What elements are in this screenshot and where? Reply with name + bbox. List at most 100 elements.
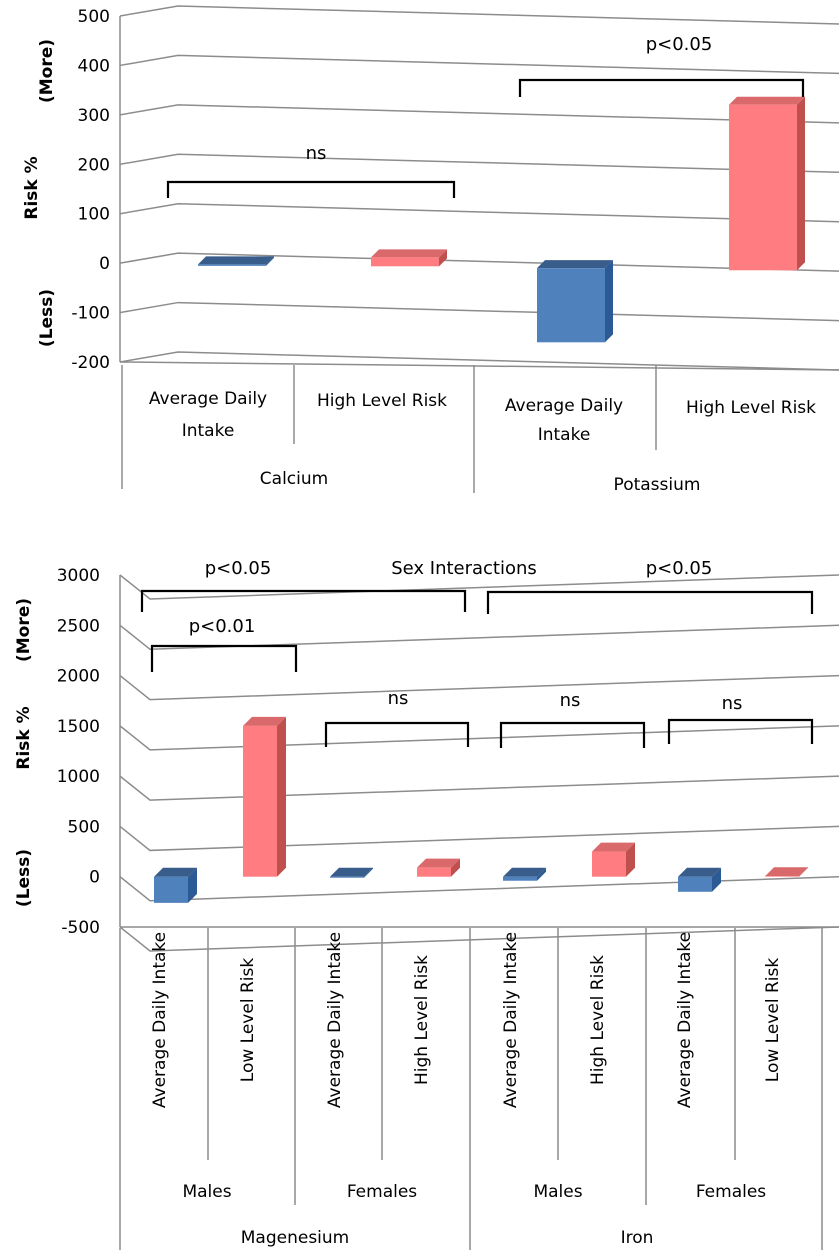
bar-side [451,858,460,877]
top-category-0-line1: Average Daily [149,389,267,409]
bar-front [330,876,364,878]
bar [678,867,721,892]
bar-front [678,876,712,892]
bar-side [626,842,635,877]
bar-front [198,264,266,266]
gridline [119,875,839,902]
bar-front [417,867,451,877]
bar-side [364,867,373,878]
annotation-males-p001: p<0.01 [189,616,256,637]
bar-top [371,249,447,258]
bar-side [188,867,197,903]
subgroup-females-magnesium: Females [347,1182,417,1202]
bar [537,260,613,343]
bar-side [712,867,721,892]
top-gridlines [119,5,839,371]
y-tick-label: 3000 [57,566,100,586]
bar-side [277,716,286,877]
annotation-iron-p005: p<0.05 [646,558,713,579]
bottom-bars [154,716,808,903]
y-tick-label: 0 [99,254,110,274]
bar [592,842,635,877]
subgroup-males-magnesium: Males [182,1182,231,1202]
bar-side [797,96,805,271]
subgroup-females-iron: Females [696,1182,766,1202]
gridline [119,926,839,952]
bar [371,249,447,267]
bar [503,867,546,881]
bar [417,858,460,877]
bracket-females-ns [324,721,470,747]
gridline [119,351,839,371]
bar-front [243,725,277,877]
y-tick-label: 500 [68,817,100,837]
y-tick-label: 200 [78,155,110,175]
bottom-category-label: Average Daily Intake [501,932,521,1108]
top-annotation-ns: ns [306,143,327,164]
y-tick-label: 300 [78,106,110,126]
top-group-calcium: Calcium [260,469,328,489]
bottom-category-labels: Average Daily Intake Low Level Risk Averag… [150,932,783,1108]
top-bracket-ns [166,180,456,198]
y-tick-label: 0 [89,868,100,888]
y-tick-label: -200 [71,353,110,373]
bar-front [765,876,799,877]
bar-top [537,260,613,269]
bracket-iron-males-ns [499,721,646,748]
gridline [119,54,839,75]
bar-front [729,104,797,271]
bottom-category-label: Average Daily Intake [150,932,170,1108]
bar-top [678,867,721,877]
group-magnesium: Magenesium [241,1228,349,1248]
bar [330,867,373,878]
bar-front [154,876,188,903]
annotation-magnesium-p005: p<0.05 [205,558,272,579]
bar-side [605,260,613,343]
bar-front [371,257,439,267]
bracket-magnesium-p005 [140,589,467,612]
bracket-males-p001 [150,644,298,672]
gridline [119,252,839,272]
top-annotation-p005: p<0.05 [646,34,713,55]
bottom-ylabel: Risk % [14,706,34,769]
y-tick-label: 100 [78,205,110,225]
bottom-gridlines [119,574,839,952]
bar-front [503,876,537,881]
bottom-category-label: Average Daily Intake [675,932,695,1108]
gridline [119,104,839,124]
gridline [119,825,839,852]
y-tick-label: -100 [71,304,110,324]
annotation-sex-interactions: Sex Interactions [391,558,537,579]
bar-top [592,842,635,852]
top-category-1: High Level Risk [317,391,447,411]
bottom-tick-labels: 3000 2500 2000 1500 1000 500 0 -500 [57,566,100,938]
y-tick-label: -500 [61,918,100,938]
magnesium-iron-chart: 3000 2500 2000 1500 1000 500 0 -500 (More) Risk… [14,558,839,1250]
bottom-category-label: High Level Risk [588,955,608,1085]
bar-top [243,716,286,726]
gridline [119,574,839,600]
bar-top [330,867,373,877]
top-bars [198,96,805,343]
bar-top [417,858,460,868]
y-tick-label: 2500 [57,616,100,636]
group-iron: Iron [621,1228,654,1248]
gridline [119,5,839,25]
bar [243,716,286,877]
top-group-potassium: Potassium [614,475,701,495]
bar-side [799,867,808,877]
y-tick-label: 400 [78,56,110,76]
gridline [119,624,839,651]
top-tick-labels: 500 400 300 200 100 0 -100 -200 [71,7,110,373]
bottom-category-label: Low Level Risk [763,958,783,1083]
top-less-label: (Less) [37,289,57,347]
y-tick-label: 1000 [57,767,100,787]
bottom-category-label: Average Daily Intake [325,932,345,1108]
bar [765,867,808,877]
top-bracket-p005 [518,78,805,97]
gridline [119,775,839,801]
bracket-iron-females-ns [667,718,814,744]
bar [154,867,197,903]
bottom-less-label: (Less) [14,849,34,907]
